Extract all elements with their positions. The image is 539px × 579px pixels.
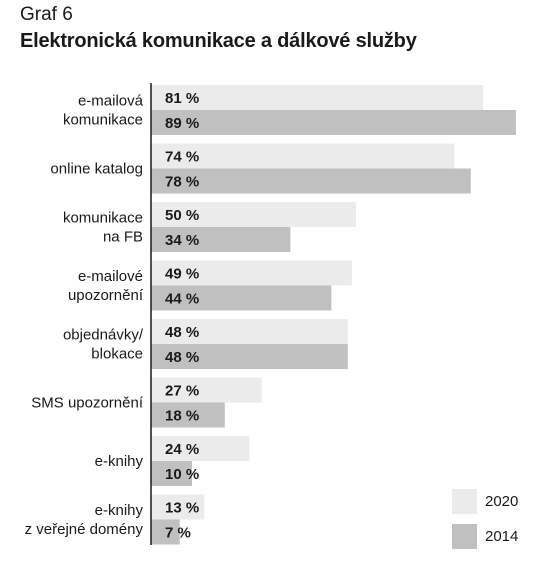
category-label-0: e-mailová komunikace — [63, 93, 144, 129]
category-label-5: SMS upozornění — [31, 395, 144, 412]
category-label-2: komunikace na FB — [63, 210, 143, 246]
bar-2020-6 — [151, 436, 250, 461]
category-label-3: e-mailové upozornění — [68, 268, 144, 304]
data-label-2014-4: 48 % — [165, 349, 199, 366]
category-label-1: online katalog — [50, 161, 143, 178]
data-label-2014-7: 7 % — [165, 525, 191, 542]
bar-2014-1 — [151, 168, 471, 194]
data-label-2014-6: 10 % — [165, 466, 199, 483]
bar-2020-0 — [151, 85, 484, 110]
data-label-2014-3: 44 % — [165, 291, 199, 308]
legend-item-2020: 2020 — [452, 489, 539, 515]
bar-2014-7 — [151, 519, 180, 545]
legend-swatch-2014 — [452, 524, 477, 549]
bar-2014-0 — [151, 110, 516, 135]
category-label-7: e-knihy z veřejné domény — [25, 502, 144, 538]
data-label-2020-6: 24 % — [165, 441, 199, 458]
legend-swatch-2020 — [452, 489, 477, 514]
category-label-6: e-knihy — [95, 453, 144, 470]
data-label-2014-0: 89 % — [165, 115, 199, 132]
data-label-2020-3: 49 % — [165, 266, 199, 283]
legend-item-2014: 2014 — [452, 524, 539, 550]
bar-2020-5 — [151, 377, 262, 403]
legend-label-2020: 2020 — [485, 493, 519, 510]
data-label-2020-7: 13 % — [165, 500, 199, 517]
bar-2014-5 — [151, 402, 225, 428]
data-label-2014-5: 18 % — [165, 408, 199, 425]
data-label-2020-5: 27 % — [165, 383, 199, 400]
legend-label-2014: 2014 — [485, 528, 519, 545]
category-label-4: objednávky/blokace — [63, 327, 144, 363]
graph-number: Graf 6 — [20, 4, 73, 25]
data-label-2020-2: 50 % — [165, 207, 199, 224]
bar-2014-2 — [151, 227, 291, 252]
bar-2020-2 — [151, 202, 356, 227]
bar-2020-4 — [151, 319, 348, 344]
chart-title: Elektronická komunikace a dálkové služby — [20, 30, 417, 52]
bar-2014-6 — [151, 461, 192, 486]
data-label-2014-1: 78 % — [165, 174, 199, 191]
bar-2014-3 — [151, 285, 332, 311]
data-label-2020-4: 48 % — [165, 324, 199, 341]
bar-2020-3 — [151, 260, 352, 286]
bar-2020-1 — [151, 143, 455, 169]
bar-2020-7 — [151, 494, 205, 520]
data-label-2014-2: 34 % — [165, 232, 199, 249]
data-label-2020-1: 74 % — [165, 149, 199, 166]
bar-2014-4 — [151, 344, 348, 369]
data-label-2020-0: 81 % — [165, 90, 199, 107]
